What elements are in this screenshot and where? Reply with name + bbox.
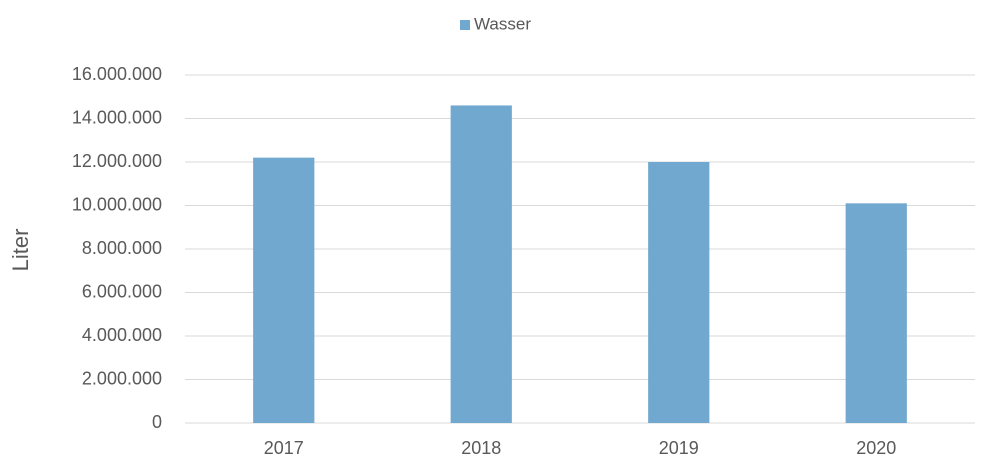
y-tick-label: 0 [152,412,162,432]
y-tick-label: 6.000.000 [82,281,162,301]
legend-label: Wasser [474,14,531,33]
y-tick-label: 16.000.000 [72,64,162,84]
legend-swatch [460,20,470,30]
x-tick-label: 2019 [659,438,699,458]
y-tick-label: 8.000.000 [82,238,162,258]
bar [845,203,907,423]
y-tick-label: 10.000.000 [72,194,162,214]
x-tick-label: 2020 [856,438,896,458]
x-tick-label: 2018 [461,438,501,458]
y-tick-label: 2.000.000 [82,368,162,388]
bar [253,157,315,423]
bar [648,162,710,423]
y-tick-label: 12.000.000 [72,151,162,171]
y-tick-label: 14.000.000 [72,107,162,127]
bar [450,105,512,423]
x-tick-label: 2017 [264,438,304,458]
y-tick-label: 4.000.000 [82,325,162,345]
y-axis-label: Liter [8,229,33,272]
